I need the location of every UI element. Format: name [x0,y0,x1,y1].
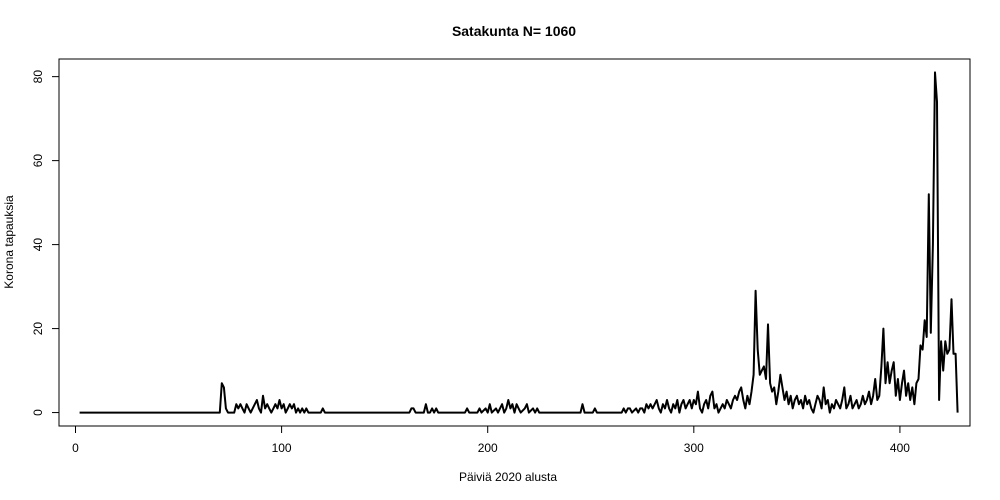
y-tick-label: 40 [31,238,45,252]
y-axis: 0 20 40 60 80 [31,70,60,416]
x-axis-label: Päiviä 2020 alusta [459,470,557,484]
x-tick-label: 300 [684,441,704,455]
plot-frame [58,58,971,427]
y-tick-label: 20 [31,322,45,336]
y-tick-label: 80 [31,70,45,84]
series-layer [79,71,959,414]
x-tick-label: 0 [72,441,79,455]
chart-title: Satakunta N= 1060 [452,23,576,39]
x-tick-label: 200 [478,441,498,455]
series-line [79,71,959,414]
x-axis: 0 100 200 300 400 [72,425,910,455]
y-tick-label: 0 [31,409,45,416]
y-axis-label: Korona tapauksia [2,195,16,289]
x-tick-label: 400 [890,441,910,455]
y-tick-label: 60 [31,154,45,168]
x-tick-label: 100 [272,441,292,455]
